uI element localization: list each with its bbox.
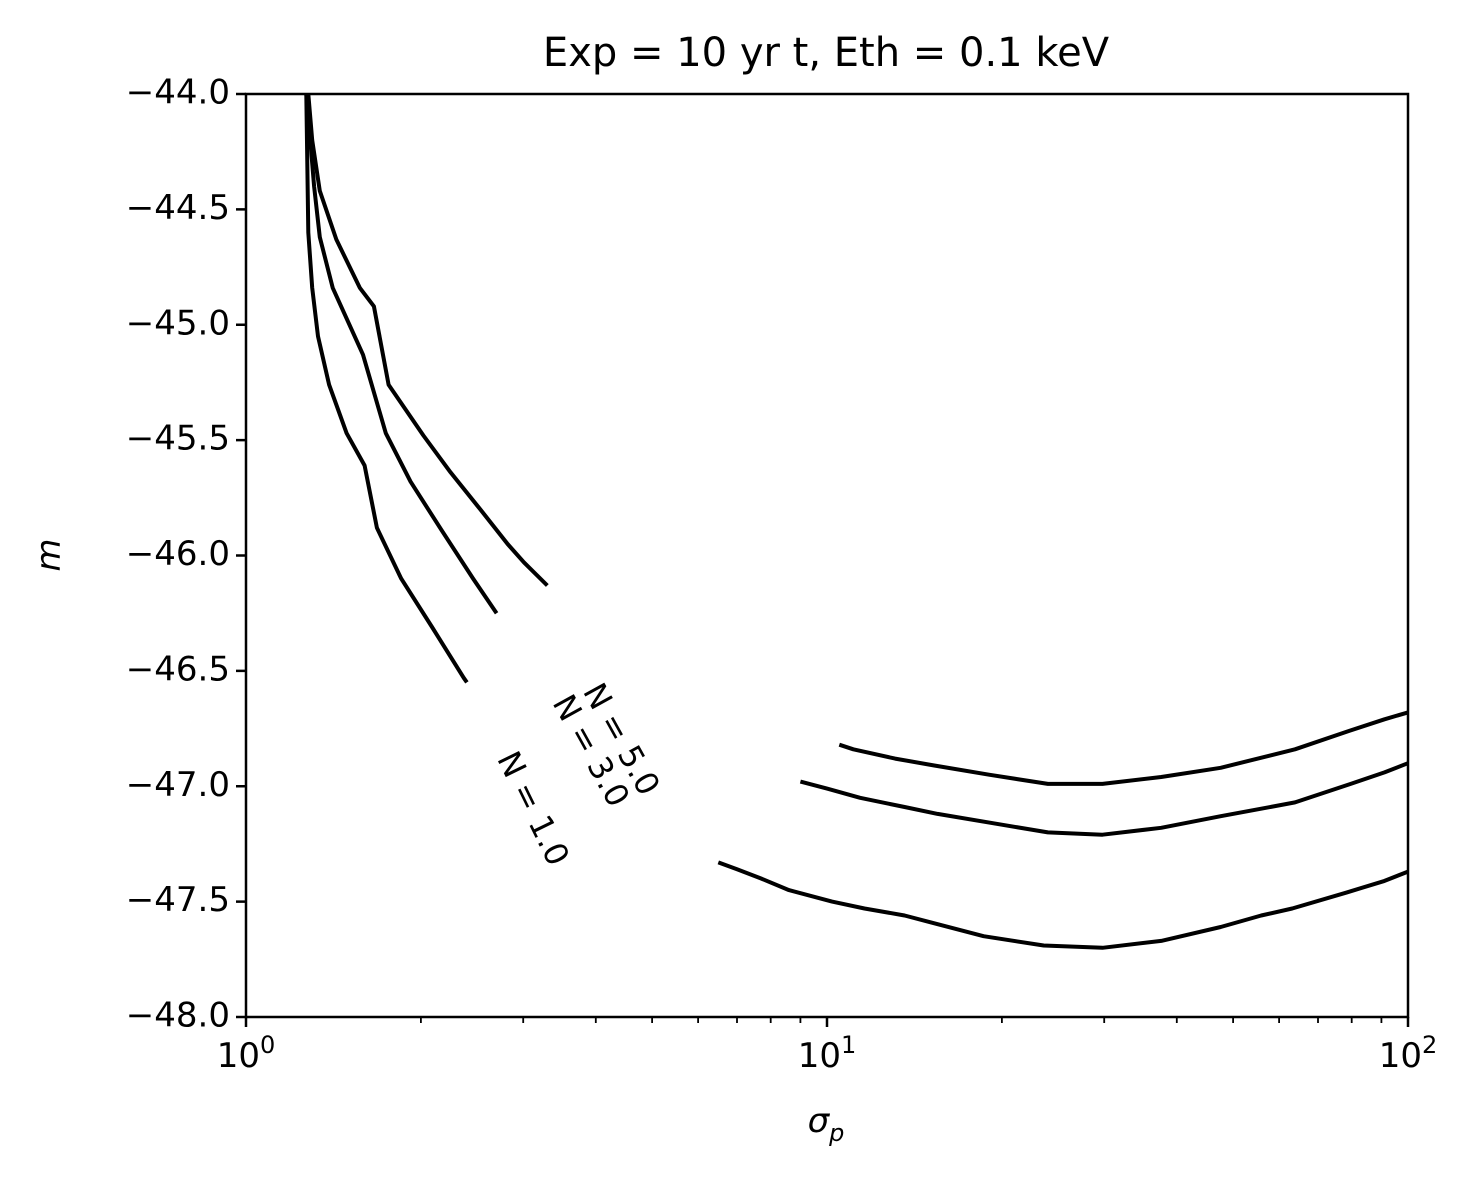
x-tick-label: 102	[1379, 1031, 1438, 1076]
contour-line-n-5-0-segment-1	[306, 93, 549, 587]
y-axis-label: m	[29, 538, 69, 571]
y-tick-label: −44.0	[126, 73, 230, 113]
contour-line-n-3-0-segment-2	[799, 761, 1409, 837]
y-tick-label: −46.5	[126, 649, 230, 689]
contour-line-n-3-0-segment-1	[304, 93, 499, 615]
contour-line-n-5-0-segment-2	[838, 710, 1409, 786]
y-tick-label: −47.5	[126, 880, 230, 920]
x-tick-label: 101	[798, 1031, 857, 1076]
y-tick-label: −44.5	[126, 188, 230, 228]
y-axis-ticks: −44.0 −44.5 −45.0 −45.5 −46.0 −46.5 −47.0 −47.5…	[126, 73, 246, 1036]
x-axis-label-base: σ	[808, 1101, 831, 1141]
contour-curves	[304, 93, 1409, 950]
y-tick-label: −47.0	[126, 765, 230, 805]
y-tick-label: −45.0	[126, 303, 230, 343]
x-axis-label-sub: p	[828, 1119, 844, 1147]
y-tick-label: −48.0	[126, 996, 230, 1036]
chart-title: Exp = 10 yr t, Eth = 0.1 keV	[543, 30, 1110, 76]
contour-line-n-1-0-segment-1	[304, 93, 469, 684]
contour-line-n-1-0-segment-2	[717, 860, 1409, 950]
x-axis-ticks: 100 101 102	[217, 1017, 1438, 1076]
x-axis-label: σp	[808, 1101, 845, 1147]
x-tick-label: 100	[217, 1031, 276, 1076]
y-tick-label: −46.0	[126, 534, 230, 574]
y-tick-label: −45.5	[126, 419, 230, 459]
